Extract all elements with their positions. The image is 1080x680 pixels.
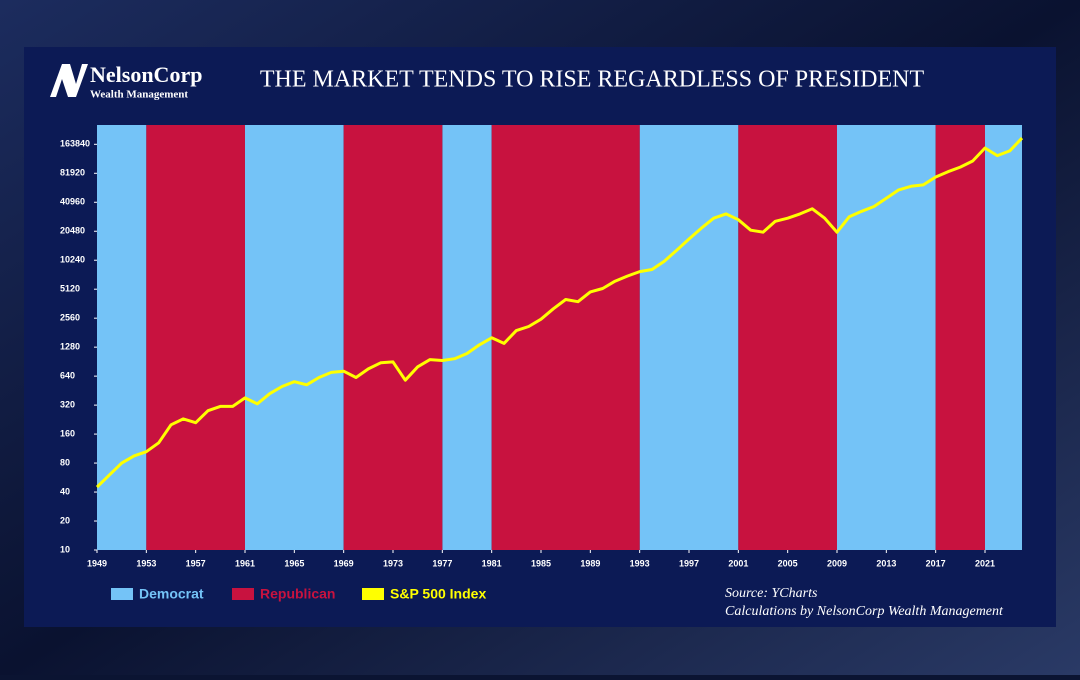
band (639, 125, 739, 550)
band (245, 125, 344, 550)
y-tick-label: 20480 (60, 226, 85, 236)
x-tick-label: 2001 (728, 558, 748, 568)
y-tick-label: 160 (60, 428, 75, 438)
x-tick-label: 2013 (876, 558, 896, 568)
y-tick-label: 5120 (60, 284, 80, 294)
y-tick-label: 20 (60, 515, 70, 525)
legend-swatch (111, 588, 133, 600)
legend-swatch (362, 588, 384, 600)
x-tick-label: 1985 (531, 558, 551, 568)
band (491, 125, 640, 550)
logo-mark (50, 64, 88, 97)
x-tick-label: 1973 (383, 558, 403, 568)
y-tick-label: 1280 (60, 342, 80, 352)
y-tick-label: 2560 (60, 313, 80, 323)
logo-tagline: Wealth Management (90, 89, 188, 101)
legend-label: Republican (260, 586, 335, 602)
y-tick-label: 80 (60, 457, 70, 467)
x-tick-label: 1993 (630, 558, 650, 568)
legend-label: Democrat (139, 586, 204, 602)
x-tick-label: 1989 (580, 558, 600, 568)
y-tick-label: 40960 (60, 197, 85, 207)
series-line (95, 137, 1024, 489)
y-tick-label: 10240 (60, 255, 85, 265)
y-tick-label: 320 (60, 399, 75, 409)
note: Calculations by NelsonCorp Wealth Manage… (725, 604, 1004, 619)
band (442, 125, 492, 550)
x-tick-label: 1957 (186, 558, 206, 568)
x-tick-label: 1953 (136, 558, 156, 568)
x-tick-label: 2005 (778, 558, 798, 568)
band (146, 125, 245, 550)
band (935, 125, 985, 550)
x-tick-label: 1961 (235, 558, 255, 568)
y-tick-label: 10 (60, 544, 70, 554)
x-tick-label: 1949 (87, 558, 107, 568)
chart-title: THE MARKET TENDS TO RISE REGARDLESS OF P… (260, 67, 925, 93)
x-tick-label: 1965 (284, 558, 304, 568)
y-tick-label: 40 (60, 486, 70, 496)
x-tick-label: 2021 (975, 558, 995, 568)
x-tick-label: 1981 (482, 558, 502, 568)
band (837, 125, 936, 550)
x-tick-label: 2009 (827, 558, 847, 568)
y-tick-label: 163840 (60, 139, 90, 149)
legend-label: S&P 500 Index (390, 586, 486, 602)
band (985, 125, 1022, 550)
y-tick-label: 640 (60, 371, 75, 381)
x-tick-label: 1977 (432, 558, 452, 568)
legend-swatch (232, 588, 254, 600)
x-tick-label: 2017 (926, 558, 946, 568)
x-tick-label: 1969 (334, 558, 354, 568)
band (343, 125, 443, 550)
source: Source: YCharts (725, 586, 818, 601)
band (738, 125, 837, 550)
band (97, 125, 147, 550)
y-tick-label: 81920 (60, 168, 85, 178)
logo-name: NelsonCorp (90, 62, 202, 87)
x-tick-label: 1997 (679, 558, 699, 568)
